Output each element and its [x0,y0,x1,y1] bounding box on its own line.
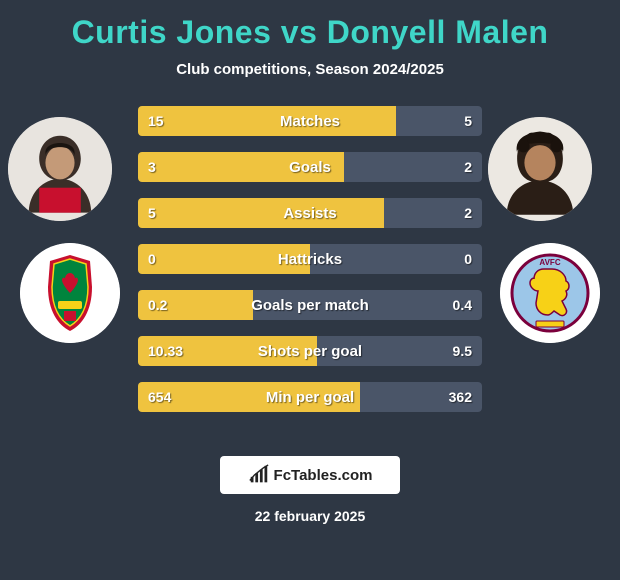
svg-text:AVFC: AVFC [539,258,560,267]
bar-fill-left [138,382,360,412]
stat-bar-row: Goals per match0.20.4 [138,290,482,320]
player-left-avatar [8,117,112,221]
comparison-infographic: Curtis Jones vs Donyell Malen Club compe… [0,0,620,580]
bar-fill-right [344,152,482,182]
player-right-avatar [488,117,592,221]
subtitle: Club competitions, Season 2024/2025 [0,61,620,78]
date-text: 22 february 2025 [0,508,620,524]
brand-text: FcTables.com [274,467,373,484]
bar-fill-right [253,290,482,320]
bar-fill-right [310,244,482,274]
page-title: Curtis Jones vs Donyell Malen [0,14,620,51]
bar-fill-right [360,382,482,412]
bar-fill-left [138,244,310,274]
bar-fill-right [384,198,482,228]
bar-fill-left [138,106,396,136]
bar-fill-right [317,336,482,366]
stat-bars: Matches155 Goals32 Assists52 Hattricks00 Goa… [138,106,482,428]
stat-bar-row: Min per goal654362 [138,382,482,412]
stats-area: AVFC Matches155 Goals32 Assists52 Hattricks… [0,106,620,436]
stat-bar-row: Shots per goal10.339.5 [138,336,482,366]
stat-bar-row: Hattricks00 [138,244,482,274]
bar-fill-left [138,336,317,366]
stat-bar-row: Matches155 [138,106,482,136]
bar-fill-left [138,198,384,228]
stat-bar-row: Assists52 [138,198,482,228]
bar-fill-right [396,106,482,136]
brand-box: FcTables.com [220,456,400,494]
bar-fill-left [138,290,253,320]
bar-fill-left [138,152,344,182]
stat-bar-row: Goals32 [138,152,482,182]
club-right-badge: AVFC [500,243,600,343]
chart-icon [248,464,270,486]
club-left-badge [20,243,120,343]
